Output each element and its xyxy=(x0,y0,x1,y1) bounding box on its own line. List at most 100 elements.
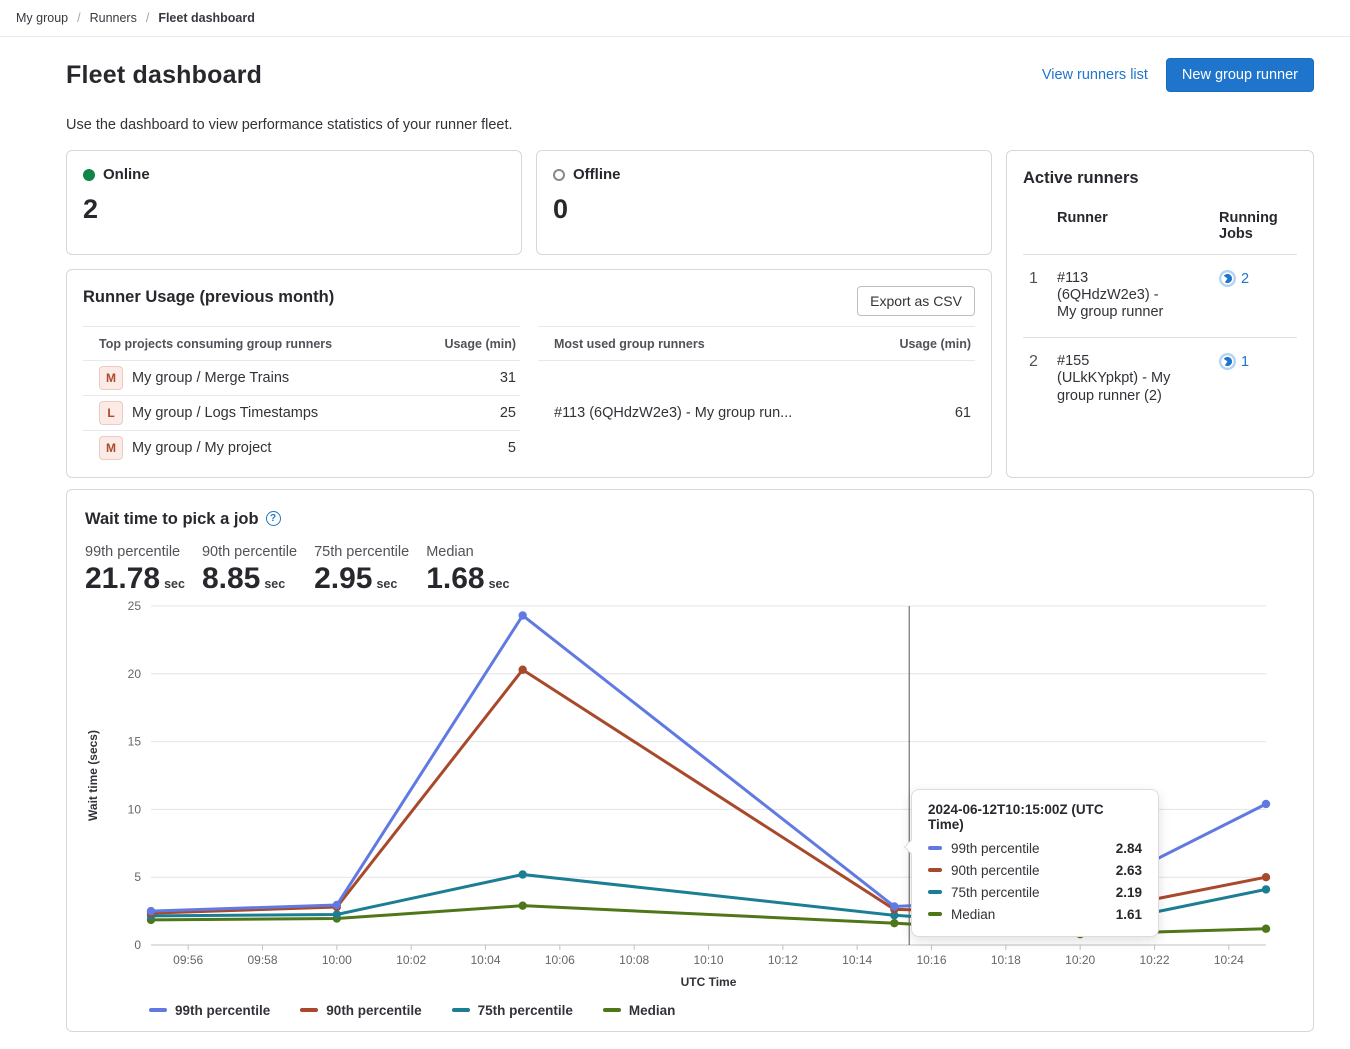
active-runners-title: Active runners xyxy=(1023,169,1297,188)
breadcrumb-separator: / xyxy=(77,11,80,25)
stat-unit: sec xyxy=(489,577,510,591)
offline-count: 0 xyxy=(553,194,975,225)
tooltip-series-name: 75th percentile xyxy=(951,885,1107,900)
runner-usage-title: Runner Usage (previous month) xyxy=(83,288,334,307)
svg-text:25: 25 xyxy=(128,599,142,613)
legend-item-90th-percentile[interactable]: 90th percentile xyxy=(300,1003,421,1018)
offline-runners-card: Offline 0 xyxy=(536,150,992,255)
running-jobs-cell: 2 xyxy=(1219,255,1297,338)
active-runner-row: 1#113 (6QHdzW2e3) - My group runner 2 xyxy=(1023,255,1297,338)
tooltip-series-name: 90th percentile xyxy=(951,863,1107,878)
offline-label: Offline xyxy=(573,166,621,183)
page-content: Fleet dashboard View runners list New gr… xyxy=(0,58,1350,1032)
svg-text:Wait time (secs): Wait time (secs) xyxy=(86,730,100,821)
stat-unit: sec xyxy=(164,577,185,591)
legend-item-75th-percentile[interactable]: 75th percentile xyxy=(452,1003,573,1018)
table-row: LMy group / Logs Timestamps25 xyxy=(83,396,520,431)
stat-label: 90th percentile xyxy=(202,544,297,560)
most-used-column-header: Most used group runners xyxy=(538,327,859,361)
wait-time-stat: 99th percentile 21.78sec xyxy=(85,544,185,595)
export-csv-button[interactable]: Export as CSV xyxy=(857,286,975,316)
stat-value-row: 1.68 sec xyxy=(426,563,509,595)
running-status-icon xyxy=(1219,270,1236,287)
project-name: My group / Logs Timestamps xyxy=(132,405,318,421)
runner-usage-card: Runner Usage (previous month) Export as … xyxy=(66,269,992,478)
stat-label: 99th percentile xyxy=(85,544,185,560)
svg-text:10:20: 10:20 xyxy=(1065,953,1095,967)
svg-text:10:24: 10:24 xyxy=(1214,953,1244,967)
tooltip-series-value: 1.61 xyxy=(1116,907,1142,922)
tooltip-series-row: 75th percentile 2.19 xyxy=(928,885,1142,900)
view-runners-list-link[interactable]: View runners list xyxy=(1042,67,1148,83)
table-row: MMy group / My project5 xyxy=(83,431,520,466)
tooltip-series-swatch xyxy=(928,846,942,850)
running-jobs-header: Running Jobs xyxy=(1219,200,1297,255)
wait-time-chart[interactable]: 051015202509:5609:5810:0010:0210:0410:06… xyxy=(85,599,1295,997)
stat-value-row: 21.78sec xyxy=(85,563,185,595)
running-jobs-cell: 1 xyxy=(1219,338,1297,421)
project-avatar: L xyxy=(99,401,123,425)
wait-time-stat: 90th percentile8.85sec xyxy=(202,544,297,595)
svg-text:UTC Time: UTC Time xyxy=(681,975,737,989)
svg-text:10: 10 xyxy=(128,802,142,816)
chart-tooltip: 2024-06-12T10:15:00Z (UTC Time) 99th per… xyxy=(911,789,1159,937)
project-name: My group / Merge Trains xyxy=(132,370,289,386)
breadcrumb-item-runners[interactable]: Runners xyxy=(90,11,137,25)
runner-index-header xyxy=(1023,200,1057,255)
page-subtitle: Use the dashboard to view performance st… xyxy=(66,117,1314,133)
active-runners-card: Active runners Runner Running Jobs 1#113… xyxy=(1006,150,1314,478)
tooltip-series-value: 2.19 xyxy=(1116,885,1142,900)
page-title: Fleet dashboard xyxy=(66,61,262,90)
svg-text:10:04: 10:04 xyxy=(470,953,500,967)
project-avatar: M xyxy=(99,436,123,460)
project-usage: 31 xyxy=(403,361,520,396)
runner-usage-value: 61 xyxy=(859,361,975,466)
online-status-icon xyxy=(83,169,95,181)
legend-item-99th-percentile[interactable]: 99th percentile xyxy=(149,1003,270,1018)
tooltip-series-value: 2.63 xyxy=(1116,863,1142,878)
tooltip-series-row: Median1.61 xyxy=(928,907,1142,922)
runner-index: 1 xyxy=(1023,255,1057,338)
project-avatar: M xyxy=(99,366,123,390)
stat-value: 8.85 xyxy=(202,563,260,595)
tooltip-series-swatch xyxy=(928,912,942,916)
new-group-runner-button[interactable]: New group runner xyxy=(1166,58,1314,92)
legend-item-median[interactable]: Median xyxy=(603,1003,676,1018)
svg-text:5: 5 xyxy=(134,870,141,884)
legend-label: 75th percentile xyxy=(478,1003,573,1018)
tooltip-series-row: 99th percentile2.84 xyxy=(928,841,1142,856)
tooltip-series-row: 90th percentile 2.63 xyxy=(928,863,1142,878)
breadcrumb-separator: / xyxy=(146,11,149,25)
running-jobs-count-link[interactable]: 2 xyxy=(1241,271,1249,287)
project-usage: 5 xyxy=(403,431,520,466)
legend-swatch xyxy=(149,1008,167,1012)
wait-time-title: Wait time to pick a job xyxy=(85,510,259,529)
stat-value: 1.68 xyxy=(426,563,484,595)
breadcrumb-item-my-group[interactable]: My group xyxy=(16,11,68,25)
stat-value-row: 2.95sec xyxy=(314,563,409,595)
svg-text:10:02: 10:02 xyxy=(396,953,426,967)
legend-swatch xyxy=(452,1008,470,1012)
most-used-runners-table: Most used group runners Usage (min) #113… xyxy=(538,326,975,465)
chart-legend: 99th percentile 90th percentile 75th perce… xyxy=(85,1003,1295,1018)
project-cell: M My group / Merge Trains xyxy=(83,361,403,396)
legend-label: 99th percentile xyxy=(175,1003,270,1018)
running-jobs-count-link[interactable]: 1 xyxy=(1241,354,1249,370)
table-row: M My group / Merge Trains 31 xyxy=(83,361,520,396)
runner-usage-name: #113 (6QHdzW2e3) - My group run... xyxy=(538,361,859,466)
legend-label: 90th percentile xyxy=(326,1003,421,1018)
table-row: #113 (6QHdzW2e3) - My group run...61 xyxy=(538,361,975,466)
svg-text:09:56: 09:56 xyxy=(173,953,203,967)
stat-label: Median xyxy=(426,544,509,560)
runner-name-cell: #155 (ULkKYpkpt) - My group runner (2) xyxy=(1057,338,1219,421)
svg-text:10:14: 10:14 xyxy=(842,953,872,967)
legend-swatch xyxy=(300,1008,318,1012)
runner-name-cell: #113 (6QHdzW2e3) - My group runner xyxy=(1057,255,1219,338)
runner-name: #113 (6QHdzW2e3) - My group runner xyxy=(1057,270,1173,321)
wait-time-stat: Median 1.68 sec xyxy=(426,544,509,595)
tooltip-series-swatch xyxy=(928,868,942,872)
help-icon[interactable]: ? xyxy=(266,511,281,526)
breadcrumb: My group/Runners/Fleet dashboard xyxy=(0,0,1350,37)
svg-text:0: 0 xyxy=(134,938,141,952)
offline-status-icon xyxy=(553,169,565,181)
